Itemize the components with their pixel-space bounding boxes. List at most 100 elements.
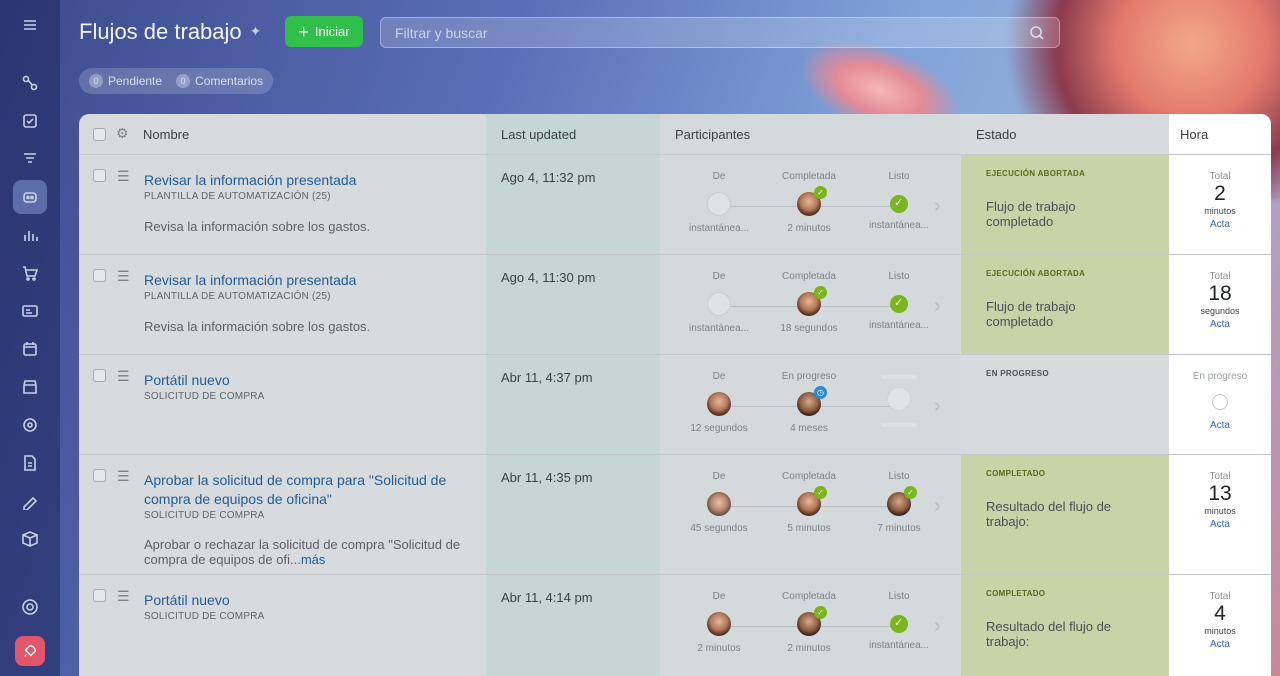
workflow-template: SOLICITUD DE COMPRA (144, 391, 265, 402)
avatar[interactable]: ✓ (797, 286, 827, 316)
drag-handle-icon[interactable]: ☰ (117, 368, 130, 384)
check-circle-icon (890, 195, 908, 213)
settings-icon[interactable] (13, 590, 47, 624)
table-row[interactable]: ☰ Aprobar la solicitud de compra para "S… (79, 455, 1271, 575)
chevron-right-icon[interactable]: › (934, 195, 941, 217)
workflow-name-link[interactable]: Portátil nuevo (144, 372, 230, 388)
time-total-label: Total (1209, 471, 1231, 482)
chevron-right-icon[interactable]: › (934, 295, 941, 317)
log-link[interactable]: Acta (1209, 519, 1230, 530)
workflow-name-link[interactable]: Portátil nuevo (144, 592, 230, 608)
avatar[interactable] (707, 392, 731, 416)
counter-comments[interactable]: 0 Comentarios (176, 74, 263, 88)
automation-avatar[interactable] (707, 292, 731, 316)
column-participants[interactable]: Participantes (675, 127, 751, 142)
row-checkbox[interactable] (93, 589, 106, 602)
cart-icon[interactable] (13, 256, 47, 290)
target-icon[interactable] (13, 408, 47, 442)
drag-handle-icon[interactable]: ☰ (117, 268, 130, 284)
check-icon: ✓ (814, 606, 827, 619)
rocket-icon[interactable] (15, 636, 45, 666)
workflow-name-link[interactable]: Aprobar la solicitud de compra para "Sol… (144, 472, 447, 507)
row-checkbox[interactable] (93, 369, 106, 382)
workflow-name-link[interactable]: Revisar la información presentada (144, 272, 357, 288)
time-cell: Total 4 minutos Acta (1169, 575, 1271, 650)
filter-icon[interactable] (13, 142, 47, 176)
row-checkbox[interactable] (93, 169, 106, 182)
step-pending (854, 371, 944, 427)
description-text: Aprobar o rechazar la solicitud de compr… (144, 537, 461, 567)
drag-handle-icon[interactable]: ☰ (117, 588, 130, 604)
start-button[interactable]: + Iniciar (285, 16, 363, 47)
store-icon[interactable] (13, 370, 47, 404)
log-link[interactable]: Acta (1209, 639, 1230, 650)
log-link[interactable]: Acta (1209, 319, 1230, 330)
step-label: En progreso (781, 371, 837, 382)
workflow-template: PLANTILLA DE AUTOMATIZACIÓN (25) (144, 291, 331, 302)
pin-icon[interactable]: ✦ (249, 23, 262, 39)
tasks-icon[interactable] (13, 104, 47, 138)
document-icon[interactable] (13, 446, 47, 480)
step-label: De (712, 591, 726, 602)
time-unit: minutos (1204, 626, 1236, 636)
avatar[interactable] (707, 492, 731, 516)
avatar[interactable]: ✓ (797, 606, 827, 636)
column-time[interactable]: Hora (1180, 127, 1209, 142)
step-done: Listo instantánea... (854, 271, 944, 331)
time-status: En progreso (1192, 371, 1248, 382)
avatar[interactable] (707, 612, 731, 636)
participants-steps: De 45 segundos Completada ✓ 5 minutos Li… (674, 471, 949, 541)
time-value: 4 (1214, 602, 1226, 625)
analytics-icon[interactable] (13, 218, 47, 252)
avatar[interactable]: ✓ (797, 186, 827, 216)
chevron-right-icon[interactable]: › (934, 395, 941, 417)
menu-icon[interactable] (13, 8, 47, 42)
column-name[interactable]: Nombre (143, 127, 190, 142)
calendar-icon[interactable] (13, 332, 47, 366)
table-row[interactable]: ☰ Revisar la información presentada PLAN… (79, 155, 1271, 255)
table-row[interactable]: ☰ Portátil nuevo SOLICITUD DE COMPRA Abr… (79, 575, 1271, 676)
step-time: 2 minutos (787, 643, 831, 654)
time-total-label: Total (1209, 591, 1231, 602)
table-row[interactable]: ☰ Portátil nuevo SOLICITUD DE COMPRA Abr… (79, 355, 1271, 455)
avatar[interactable]: ◷ (797, 386, 827, 416)
step-label: Completada (782, 271, 836, 282)
row-checkbox[interactable] (93, 469, 106, 482)
automation-icon[interactable] (13, 180, 47, 214)
step-time: 12 segundos (690, 423, 748, 434)
log-link[interactable]: Acta (1209, 219, 1230, 230)
automation-avatar[interactable] (707, 192, 731, 216)
more-link[interactable]: más (300, 552, 326, 567)
step-label: Completada (782, 591, 836, 602)
grid-header: ⚙ Nombre Last updated Participantes Esta… (79, 114, 1271, 155)
column-state[interactable]: Estado (976, 127, 1017, 142)
check-icon: ✓ (814, 486, 827, 499)
workflow-template: PLANTILLA DE AUTOMATIZACIÓN (25) (144, 191, 331, 202)
chevron-right-icon[interactable]: › (934, 615, 941, 637)
log-link[interactable]: Acta (1209, 420, 1230, 431)
crm-icon[interactable] (13, 66, 47, 100)
workflow-grid: ⚙ Nombre Last updated Participantes Esta… (79, 114, 1271, 676)
state-cell-bg (961, 455, 1169, 574)
clock-icon (1212, 394, 1228, 410)
drag-handle-icon[interactable]: ☰ (117, 468, 130, 484)
avatar[interactable]: ✓ (887, 486, 917, 516)
search-icon[interactable] (1029, 25, 1045, 41)
row-checkbox[interactable] (93, 269, 106, 282)
counter-pending[interactable]: 0 Pendiente (89, 74, 162, 88)
sign-icon[interactable] (13, 484, 47, 518)
box-icon[interactable] (13, 522, 47, 556)
step-label: Listo (888, 471, 910, 482)
drag-handle-icon[interactable]: ☰ (117, 168, 130, 184)
avatar[interactable]: ✓ (797, 486, 827, 516)
workflow-name-link[interactable]: Revisar la información presentada (144, 172, 357, 188)
search-input[interactable]: Filtrar y buscar (380, 17, 1060, 48)
table-row[interactable]: ☰ Revisar la información presentada PLAN… (79, 255, 1271, 355)
gear-icon[interactable]: ⚙ (116, 125, 129, 141)
chevron-right-icon[interactable]: › (934, 495, 941, 517)
last-updated: Ago 4, 11:32 pm (501, 170, 596, 185)
select-all-checkbox[interactable] (93, 128, 106, 141)
contacts-icon[interactable] (13, 294, 47, 328)
column-updated[interactable]: Last updated (501, 127, 577, 142)
time-value: 13 (1208, 482, 1232, 505)
